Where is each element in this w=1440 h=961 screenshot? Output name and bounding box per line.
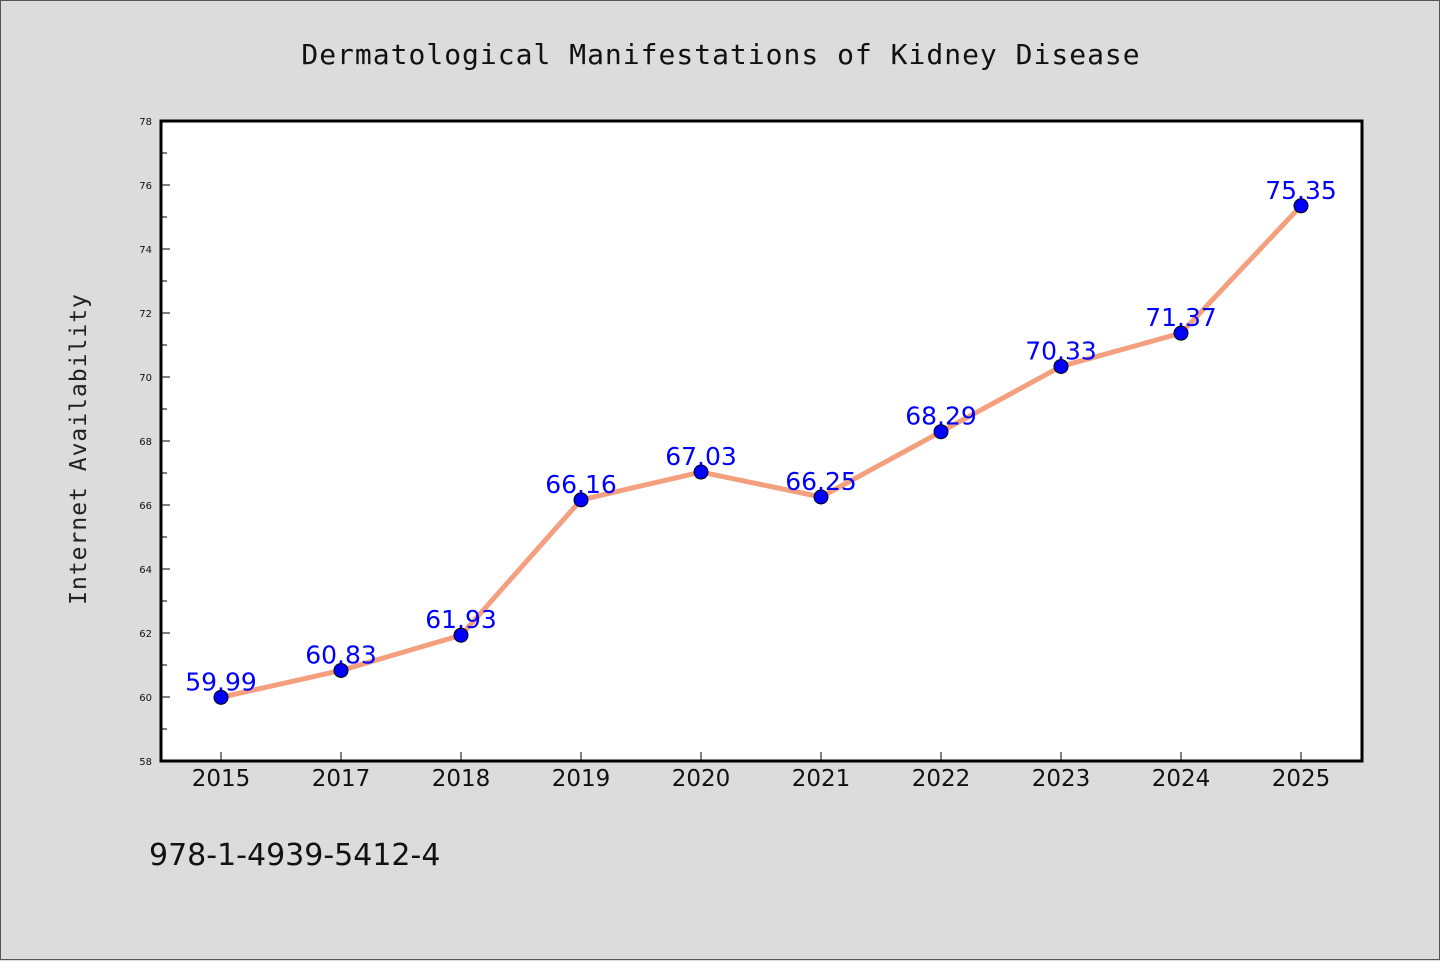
data-point-marker [453,627,469,643]
data-label: 61.93 [425,605,497,634]
y-tick-label: 66 [139,501,152,512]
x-axis: 2015 2017 2018 2019 2020 2021 2022 2023 2024 2025 [192,752,1331,792]
data-label: 67.03 [665,442,737,471]
data-label: 75.35 [1265,176,1337,205]
data-label: 59.99 [185,667,257,696]
x-tick-label: 2017 [312,766,371,792]
y-axis: 58 60 62 64 66 68 70 72 74 76 78 [139,117,170,768]
data-label: 71.37 [1145,303,1217,332]
y-tick-label: 78 [139,117,152,128]
y-tick-label: 76 [139,181,152,192]
y-tick-label: 64 [139,565,152,576]
x-tick-label: 2024 [1152,766,1211,792]
x-tick-label: 2020 [672,766,731,792]
data-label: 68.29 [905,402,977,431]
data-label: 66.25 [785,467,857,496]
y-tick-label: 62 [139,629,152,640]
data-point-marker [1293,198,1309,214]
data-label: 70.33 [1025,336,1097,365]
plot-area [159,119,1364,763]
y-axis-label: Internet Availability [66,293,92,605]
data-point-marker [693,464,709,480]
y-tick-label: 60 [139,693,152,704]
data-point-marker [813,489,829,505]
x-tick-label: 2021 [792,766,851,792]
y-tick-label: 68 [139,437,152,448]
x-tick-label: 2022 [912,766,971,792]
x-tick-label: 2018 [432,766,491,792]
data-point-marker [1173,325,1189,341]
y-tick-label: 58 [139,757,152,768]
data-point-marker [213,689,229,705]
data-point-marker [573,492,589,508]
isbn-label: 978-1-4939-5412-4 [149,838,440,873]
chart-title: Dermatological Manifestations of Kidney … [301,38,1140,71]
data-label: 66.16 [545,470,617,499]
x-tick-label: 2025 [1272,766,1331,792]
data-point-marker [933,424,949,440]
series-layer: 59.99 60.83 61.93 66.16 67.03 66.25 68.29 70.33… [185,176,1337,705]
series-line [218,203,1304,700]
data-point-marker [1053,358,1069,374]
x-tick-label: 2015 [192,766,251,792]
y-tick-label: 70 [139,373,152,384]
x-tick-label: 2023 [1032,766,1091,792]
data-label: 60.83 [305,640,377,669]
y-tick-label: 72 [139,309,152,320]
x-tick-label: 2019 [552,766,611,792]
data-point-marker [333,662,349,678]
y-tick-label: 74 [139,245,152,256]
